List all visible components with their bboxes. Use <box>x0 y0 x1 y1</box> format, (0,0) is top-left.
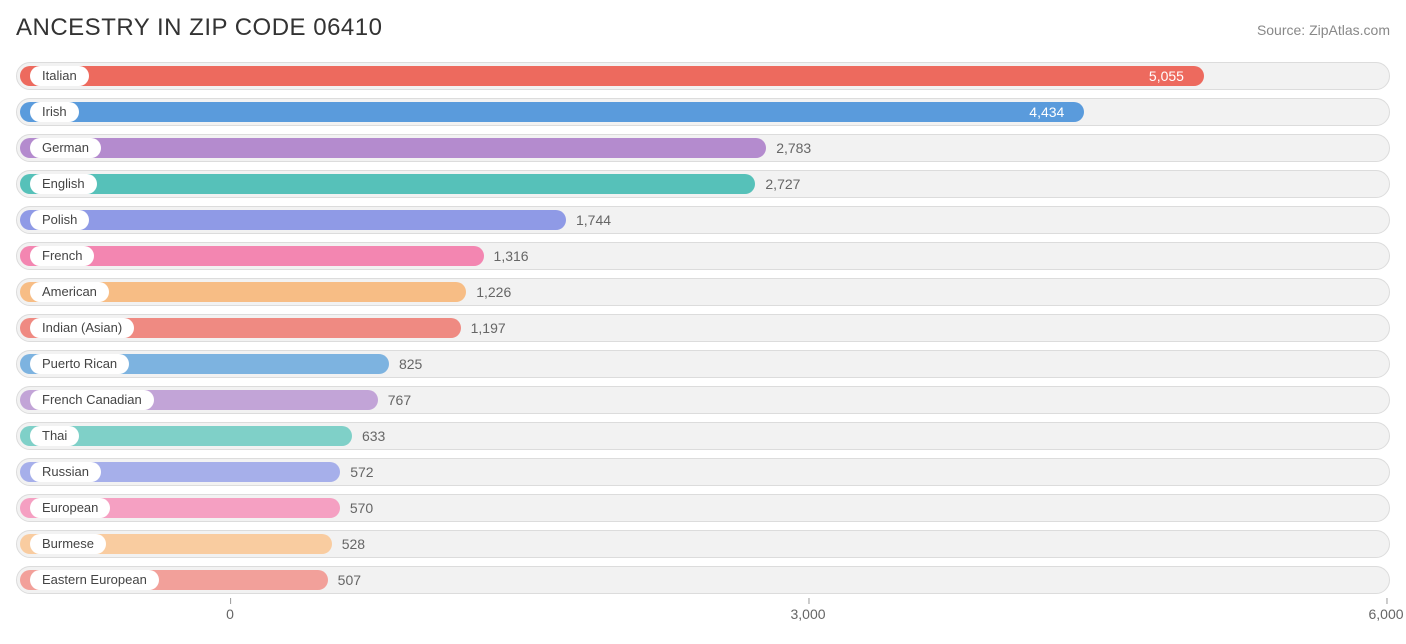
chart-title: ANCESTRY IN ZIP CODE 06410 <box>16 14 382 42</box>
bar-category-label: Italian <box>30 66 89 86</box>
header-row: ANCESTRY IN ZIP CODE 06410 Source: ZipAt… <box>16 14 1390 42</box>
bar-row: French Canadian 767 <box>16 386 1390 414</box>
bar-row: Indian (Asian) 1,197 <box>16 314 1390 342</box>
bar-category-label: Thai <box>30 426 79 446</box>
bars-area: Italian 5,055 Irish 4,434 German 2,783 English… <box>16 62 1390 594</box>
bar-category-label: Russian <box>30 462 101 482</box>
bar-value-label: 767 <box>388 386 411 414</box>
x-axis-tick: 6,000 <box>1368 602 1403 622</box>
bar-row: European 570 <box>16 494 1390 522</box>
bar-value-label: 507 <box>338 566 361 594</box>
x-axis-tick-label: 6,000 <box>1368 606 1403 622</box>
x-axis-tick: 0 <box>226 602 234 622</box>
bar-category-label: Eastern European <box>30 570 159 590</box>
bar-row: French 1,316 <box>16 242 1390 270</box>
bar-value-label: 1,226 <box>476 278 511 306</box>
bar-fill <box>20 138 766 158</box>
bar-value-label: 825 <box>399 350 422 378</box>
bar-category-label: Irish <box>30 102 79 122</box>
x-axis-tick-mark <box>1386 598 1387 604</box>
bar-fill <box>20 66 1204 86</box>
bar-fill <box>20 210 566 230</box>
bar-value-label: 528 <box>342 530 365 558</box>
bar-category-label: French Canadian <box>30 390 154 410</box>
bar-value-label: 570 <box>350 494 373 522</box>
bar-category-label: Puerto Rican <box>30 354 129 374</box>
bar-category-label: Polish <box>30 210 89 230</box>
bar-category-label: German <box>30 138 101 158</box>
bar-value-label: 633 <box>362 422 385 450</box>
bar-category-label: American <box>30 282 109 302</box>
x-axis: 03,0006,000 <box>16 602 1390 632</box>
bar-fill <box>20 174 755 194</box>
x-axis-tick-label: 3,000 <box>790 606 825 622</box>
bar-row: Irish 4,434 <box>16 98 1390 126</box>
bar-row: American 1,226 <box>16 278 1390 306</box>
bar-row: Russian 572 <box>16 458 1390 486</box>
bar-value-label: 1,316 <box>494 242 529 270</box>
bar-value-label: 4,434 <box>1029 98 1064 126</box>
chart-source: Source: ZipAtlas.com <box>1257 22 1390 38</box>
bar-value-label: 1,744 <box>576 206 611 234</box>
x-axis-tick-mark <box>808 598 809 604</box>
bar-row: Puerto Rican 825 <box>16 350 1390 378</box>
bar-value-label: 2,783 <box>776 134 811 162</box>
bar-row: Thai 633 <box>16 422 1390 450</box>
chart-container: ANCESTRY IN ZIP CODE 06410 Source: ZipAt… <box>16 14 1390 632</box>
bar-value-label: 1,197 <box>471 314 506 342</box>
bar-category-label: Burmese <box>30 534 106 554</box>
bar-category-label: European <box>30 498 110 518</box>
x-axis-tick-mark <box>230 598 231 604</box>
x-axis-tick-label: 0 <box>226 606 234 622</box>
bar-value-label: 2,727 <box>765 170 800 198</box>
bar-row: Burmese 528 <box>16 530 1390 558</box>
bar-row: Italian 5,055 <box>16 62 1390 90</box>
bar-row: English 2,727 <box>16 170 1390 198</box>
bar-row: Eastern European 507 <box>16 566 1390 594</box>
bar-fill <box>20 102 1084 122</box>
bar-row: German 2,783 <box>16 134 1390 162</box>
bar-category-label: English <box>30 174 97 194</box>
bar-value-label: 5,055 <box>1149 62 1184 90</box>
bar-category-label: Indian (Asian) <box>30 318 134 338</box>
bar-row: Polish 1,744 <box>16 206 1390 234</box>
x-axis-tick: 3,000 <box>790 602 825 622</box>
bar-value-label: 572 <box>350 458 373 486</box>
bar-category-label: French <box>30 246 94 266</box>
